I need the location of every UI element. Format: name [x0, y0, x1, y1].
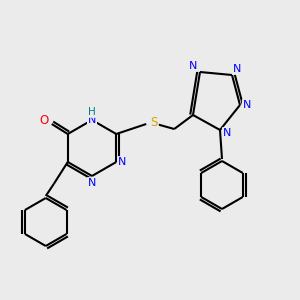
Text: N: N — [223, 128, 231, 138]
Text: S: S — [151, 116, 158, 128]
Text: N: N — [243, 100, 251, 110]
Text: N: N — [233, 64, 241, 74]
Text: N: N — [88, 115, 96, 125]
Text: N: N — [88, 178, 96, 188]
Text: H: H — [88, 107, 96, 117]
Text: N: N — [118, 157, 126, 167]
Text: O: O — [39, 113, 48, 127]
Text: N: N — [189, 61, 197, 71]
